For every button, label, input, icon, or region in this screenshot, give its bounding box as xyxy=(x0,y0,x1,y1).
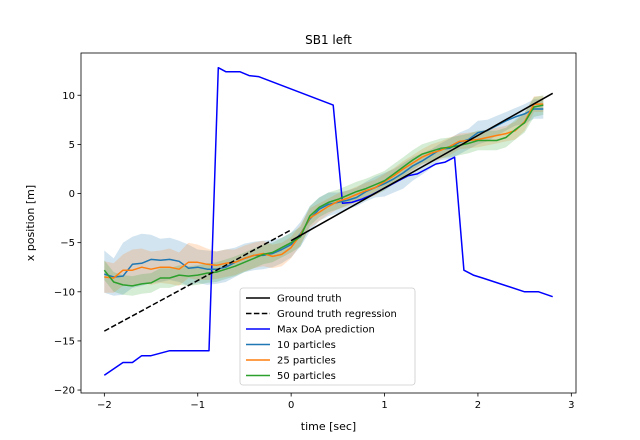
y-tick-label: 10 xyxy=(62,91,75,102)
series-line-max-doa-prediction xyxy=(103,66,553,376)
legend-box xyxy=(239,287,416,386)
x-tick-label: 0 xyxy=(288,400,294,411)
plot-frame xyxy=(80,52,577,394)
y-tick-label: 0 xyxy=(69,189,75,200)
confidence-bands xyxy=(104,95,544,296)
x-tick-label: 2 xyxy=(475,400,481,411)
legend-label-ground-truth-regression: Ground truth regression xyxy=(277,309,397,320)
y-tick-label: −15 xyxy=(54,336,75,347)
y-tick-label: 5 xyxy=(69,140,75,151)
legend-label-max-doa-prediction: Max DoA prediction xyxy=(277,325,375,336)
y-tick-label: −20 xyxy=(54,386,75,397)
legend-label-10-particles: 10 particles xyxy=(277,340,336,351)
chart-title: SB1 left xyxy=(305,33,352,47)
band-25-particles xyxy=(104,96,544,293)
x-tick-label: −2 xyxy=(97,400,112,411)
x-tick-label: 3 xyxy=(568,400,574,411)
band-50-particles xyxy=(104,95,544,296)
legend: Ground truth Ground truth regression Max D… xyxy=(239,287,416,386)
y-tick-label: −10 xyxy=(54,287,75,298)
legend-label-25-particles: 25 particles xyxy=(277,356,336,367)
x-axis: −2 −1 0 1 2 3 xyxy=(97,393,575,411)
x-tick-label: −1 xyxy=(190,400,205,411)
x-tick-label: 1 xyxy=(381,400,387,411)
legend-label-ground-truth: Ground truth xyxy=(277,294,342,305)
series-line-10-particles xyxy=(104,108,544,278)
band-10-particles xyxy=(104,99,544,296)
series-line-ground-truth xyxy=(290,92,554,242)
series-lines xyxy=(103,66,554,376)
legend-label-50-particles: 50 particles xyxy=(277,371,336,382)
y-tick-label: −5 xyxy=(60,238,75,249)
x-axis-label: time [sec] xyxy=(301,420,356,433)
series-line-50-particles xyxy=(103,104,544,287)
series-line-ground-truth-regression xyxy=(103,229,292,332)
y-axis: −20 −15 −10 −5 0 5 10 xyxy=(54,91,81,397)
y-axis-label: x position [m] xyxy=(24,185,37,261)
plot-area xyxy=(80,52,577,394)
